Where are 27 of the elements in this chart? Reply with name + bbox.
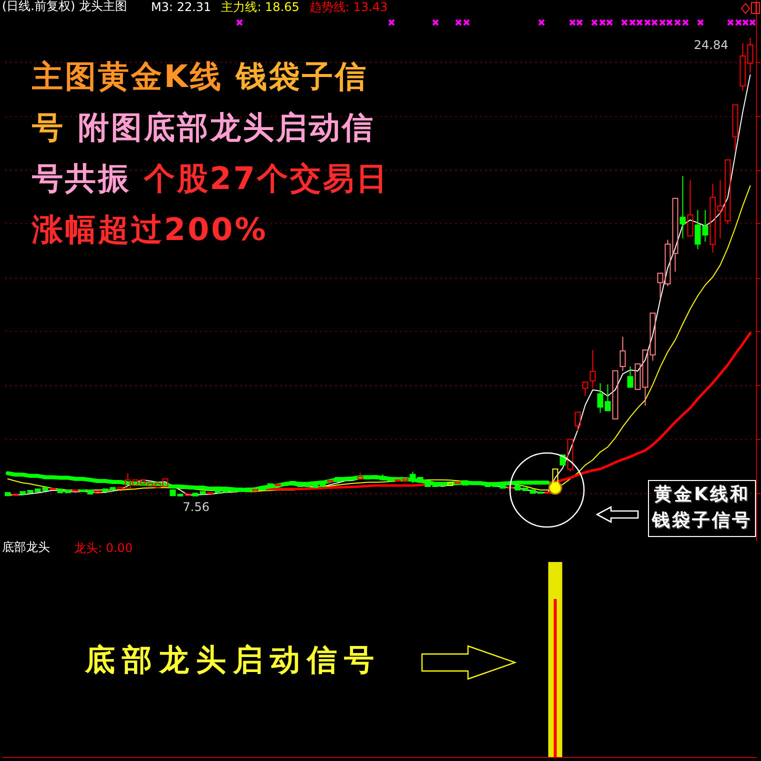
candlestick (357, 472, 364, 480)
candlestick (184, 493, 191, 496)
candlestick (687, 180, 694, 236)
text: 24.84 (694, 38, 728, 52)
candlestick (462, 480, 468, 486)
candlestick (732, 104, 738, 152)
candlestick (327, 480, 334, 483)
candlestick (252, 488, 258, 492)
candlestick (680, 176, 686, 239)
text: 主图黄金K线 钱袋子信号 附图底部龙头启动信号共振 个股27个交易日涨幅超过200% (32, 59, 389, 248)
text: 主力线: 18.65 (221, 0, 300, 14)
candlestick (447, 482, 454, 486)
candlestick (4, 492, 11, 496)
annotation: 底部龙头启动信号 (85, 643, 381, 679)
text: 趋势线: 13.43 (309, 0, 388, 14)
candlestick (627, 366, 634, 388)
chart-title: (日线.前复权) 龙头主图 (2, 0, 127, 13)
candlestick (590, 350, 596, 389)
candlestick (612, 370, 618, 420)
annotation: 黄金K线和钱袋子信号 (648, 480, 756, 537)
chart-title: 底部龙头 (2, 540, 50, 554)
candlestick (574, 412, 581, 432)
text: 7.56 (182, 500, 210, 514)
text: 龙头: 0.00 (74, 541, 133, 555)
text: M3: 22.31 (150, 0, 212, 14)
candlestick (582, 382, 588, 396)
candlestick (94, 491, 101, 494)
